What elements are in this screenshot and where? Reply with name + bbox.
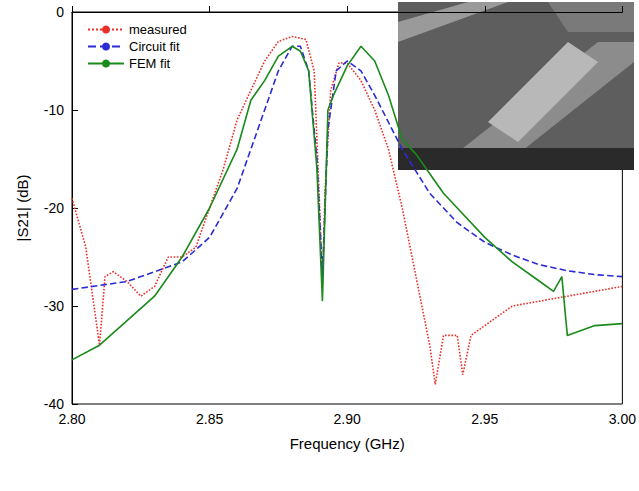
svg-text:Frequency (GHz): Frequency (GHz) (290, 435, 405, 452)
svg-text:2.85: 2.85 (196, 411, 223, 427)
svg-text:-20: -20 (44, 200, 64, 216)
svg-text:-10: -10 (44, 102, 64, 118)
svg-text:2.80: 2.80 (58, 411, 85, 427)
svg-text:measured: measured (129, 22, 187, 37)
svg-text:2.90: 2.90 (334, 411, 361, 427)
svg-text:FEM fit: FEM fit (129, 56, 171, 71)
svg-text:Circuit fit: Circuit fit (129, 39, 180, 54)
svg-text:3.00: 3.00 (609, 411, 636, 427)
svg-text:0: 0 (56, 4, 64, 20)
svg-text:-40: -40 (44, 396, 64, 412)
svg-text:-30: -30 (44, 298, 64, 314)
svg-text:|S21| (dB): |S21| (dB) (14, 175, 31, 242)
svg-text:2.95: 2.95 (471, 411, 498, 427)
